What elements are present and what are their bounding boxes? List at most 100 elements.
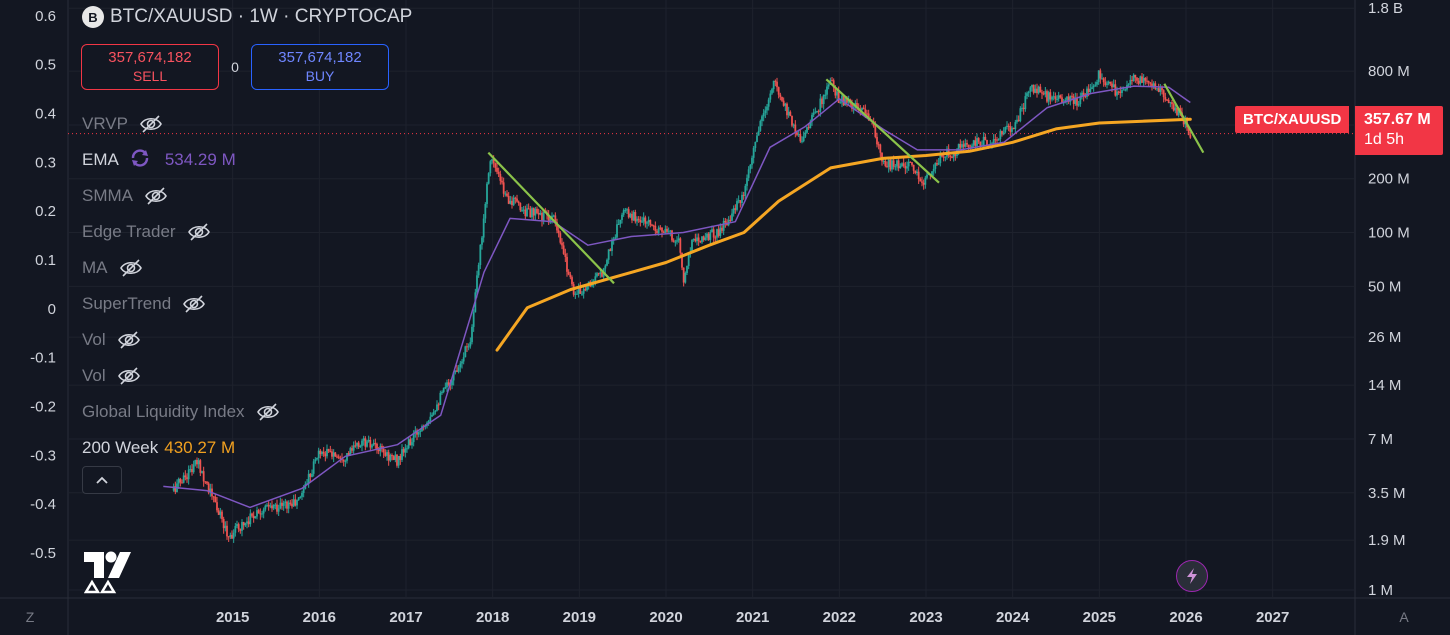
legend-item[interactable]: EMA 534.29 M — [82, 142, 281, 178]
candle-body — [962, 144, 965, 147]
candle-body — [739, 200, 742, 204]
candle-body — [917, 171, 920, 180]
legend-item[interactable]: Edge Trader — [82, 214, 281, 250]
candle-body — [1077, 104, 1080, 106]
candle-body — [581, 293, 583, 295]
candle-body — [776, 81, 778, 88]
candle-body — [742, 194, 745, 196]
eye-off-icon[interactable] — [116, 327, 142, 353]
candle-body — [1159, 86, 1162, 92]
sell-button[interactable]: 357,674,182 SELL — [81, 44, 219, 90]
candle-body — [606, 259, 608, 266]
candle-body — [1002, 132, 1005, 135]
symbol-header[interactable]: B BTC/XAUUSD · 1W · CRYPTOCAP — [82, 6, 412, 28]
candle-body — [462, 357, 465, 362]
candle-body — [996, 139, 998, 141]
candle-body — [429, 416, 432, 421]
legend-item[interactable]: SMMA — [82, 178, 281, 214]
legend-item-name: SuperTrend — [82, 294, 172, 313]
candle-body — [269, 505, 272, 507]
legend-item[interactable]: VRVP — [82, 106, 281, 142]
candle-body — [761, 116, 763, 122]
candle-body — [1127, 84, 1130, 86]
candle-body — [472, 312, 475, 327]
candle-body — [832, 80, 835, 88]
legend-item[interactable]: 200 Week 430.27 M — [82, 430, 281, 466]
eye-off-icon[interactable] — [138, 111, 164, 137]
legend-item-name: Global Liquidity Index — [82, 402, 245, 421]
candle-body — [214, 496, 217, 503]
eye-off-icon[interactable] — [118, 255, 144, 281]
candle-body — [1072, 96, 1075, 104]
candle-body — [686, 266, 688, 273]
candle-body — [784, 103, 787, 106]
candle-body — [831, 80, 833, 82]
eye-off-icon[interactable] — [143, 183, 169, 209]
collapse-legend-button[interactable] — [82, 466, 122, 494]
candle-body — [532, 208, 535, 216]
candle-body — [754, 141, 757, 149]
eye-off-icon[interactable] — [255, 399, 281, 425]
candle-body — [827, 84, 830, 87]
candle-body — [889, 159, 892, 170]
auto-scale-button[interactable]: A — [1399, 609, 1409, 625]
eye-off-icon[interactable] — [116, 363, 142, 389]
candle-body — [679, 238, 682, 253]
candle-body — [209, 488, 212, 493]
candle-body — [1171, 102, 1173, 105]
candle-body — [844, 98, 847, 106]
zoom-toggle-button[interactable]: Z — [25, 609, 35, 625]
legend-item[interactable]: Vol — [82, 358, 281, 394]
candle-body — [471, 326, 473, 343]
candle-body — [384, 452, 387, 456]
candle-body — [554, 215, 557, 223]
eye-off-icon[interactable] — [181, 291, 207, 317]
candle-body — [671, 230, 673, 241]
trendline[interactable] — [825, 78, 940, 184]
candle-body — [452, 372, 455, 381]
time-tick-label: 2015 — [216, 609, 249, 626]
trendline[interactable] — [487, 151, 615, 285]
buy-button[interactable]: 357,674,182 BUY — [251, 44, 389, 90]
candle-body — [577, 287, 580, 294]
candle-body — [664, 228, 667, 233]
candle-body — [479, 244, 482, 266]
candle-body — [1044, 91, 1047, 95]
left-tick-label: 0.3 — [35, 154, 56, 171]
candle-body — [411, 442, 413, 446]
legend-item[interactable]: Global Liquidity Index — [82, 394, 281, 430]
candle-body — [206, 481, 208, 484]
candle-body — [811, 114, 813, 122]
candle-body — [324, 453, 327, 457]
candle-body — [676, 240, 678, 242]
candle-body — [627, 209, 630, 218]
candle-body — [731, 213, 733, 221]
candle-body — [967, 144, 970, 148]
candle-body — [526, 208, 528, 217]
symbol-title[interactable]: BTC/XAUUSD · 1W · CRYPTOCAP — [110, 6, 413, 27]
candle-body — [404, 448, 407, 453]
candle-body — [792, 124, 795, 126]
ma200-line — [495, 117, 1192, 352]
legend-item[interactable]: SuperTrend — [82, 286, 281, 322]
candle-body — [419, 430, 422, 432]
candle-body — [292, 499, 295, 507]
candle-body — [839, 102, 842, 104]
candle-body — [641, 221, 643, 223]
candle-body — [212, 496, 215, 498]
candle-body — [672, 240, 675, 242]
legend-item[interactable]: Vol — [82, 322, 281, 358]
legend-item[interactable]: MA — [82, 250, 281, 286]
eye-off-icon[interactable] — [186, 219, 212, 245]
candle-body — [902, 163, 905, 167]
lightning-icon[interactable] — [1176, 560, 1208, 592]
candle-body — [477, 265, 480, 276]
tradingview-logo-icon[interactable] — [83, 548, 132, 599]
candle-body — [1054, 96, 1057, 100]
trendline[interactable] — [1163, 83, 1205, 154]
candle-body — [759, 121, 762, 131]
candle-body — [409, 439, 412, 446]
